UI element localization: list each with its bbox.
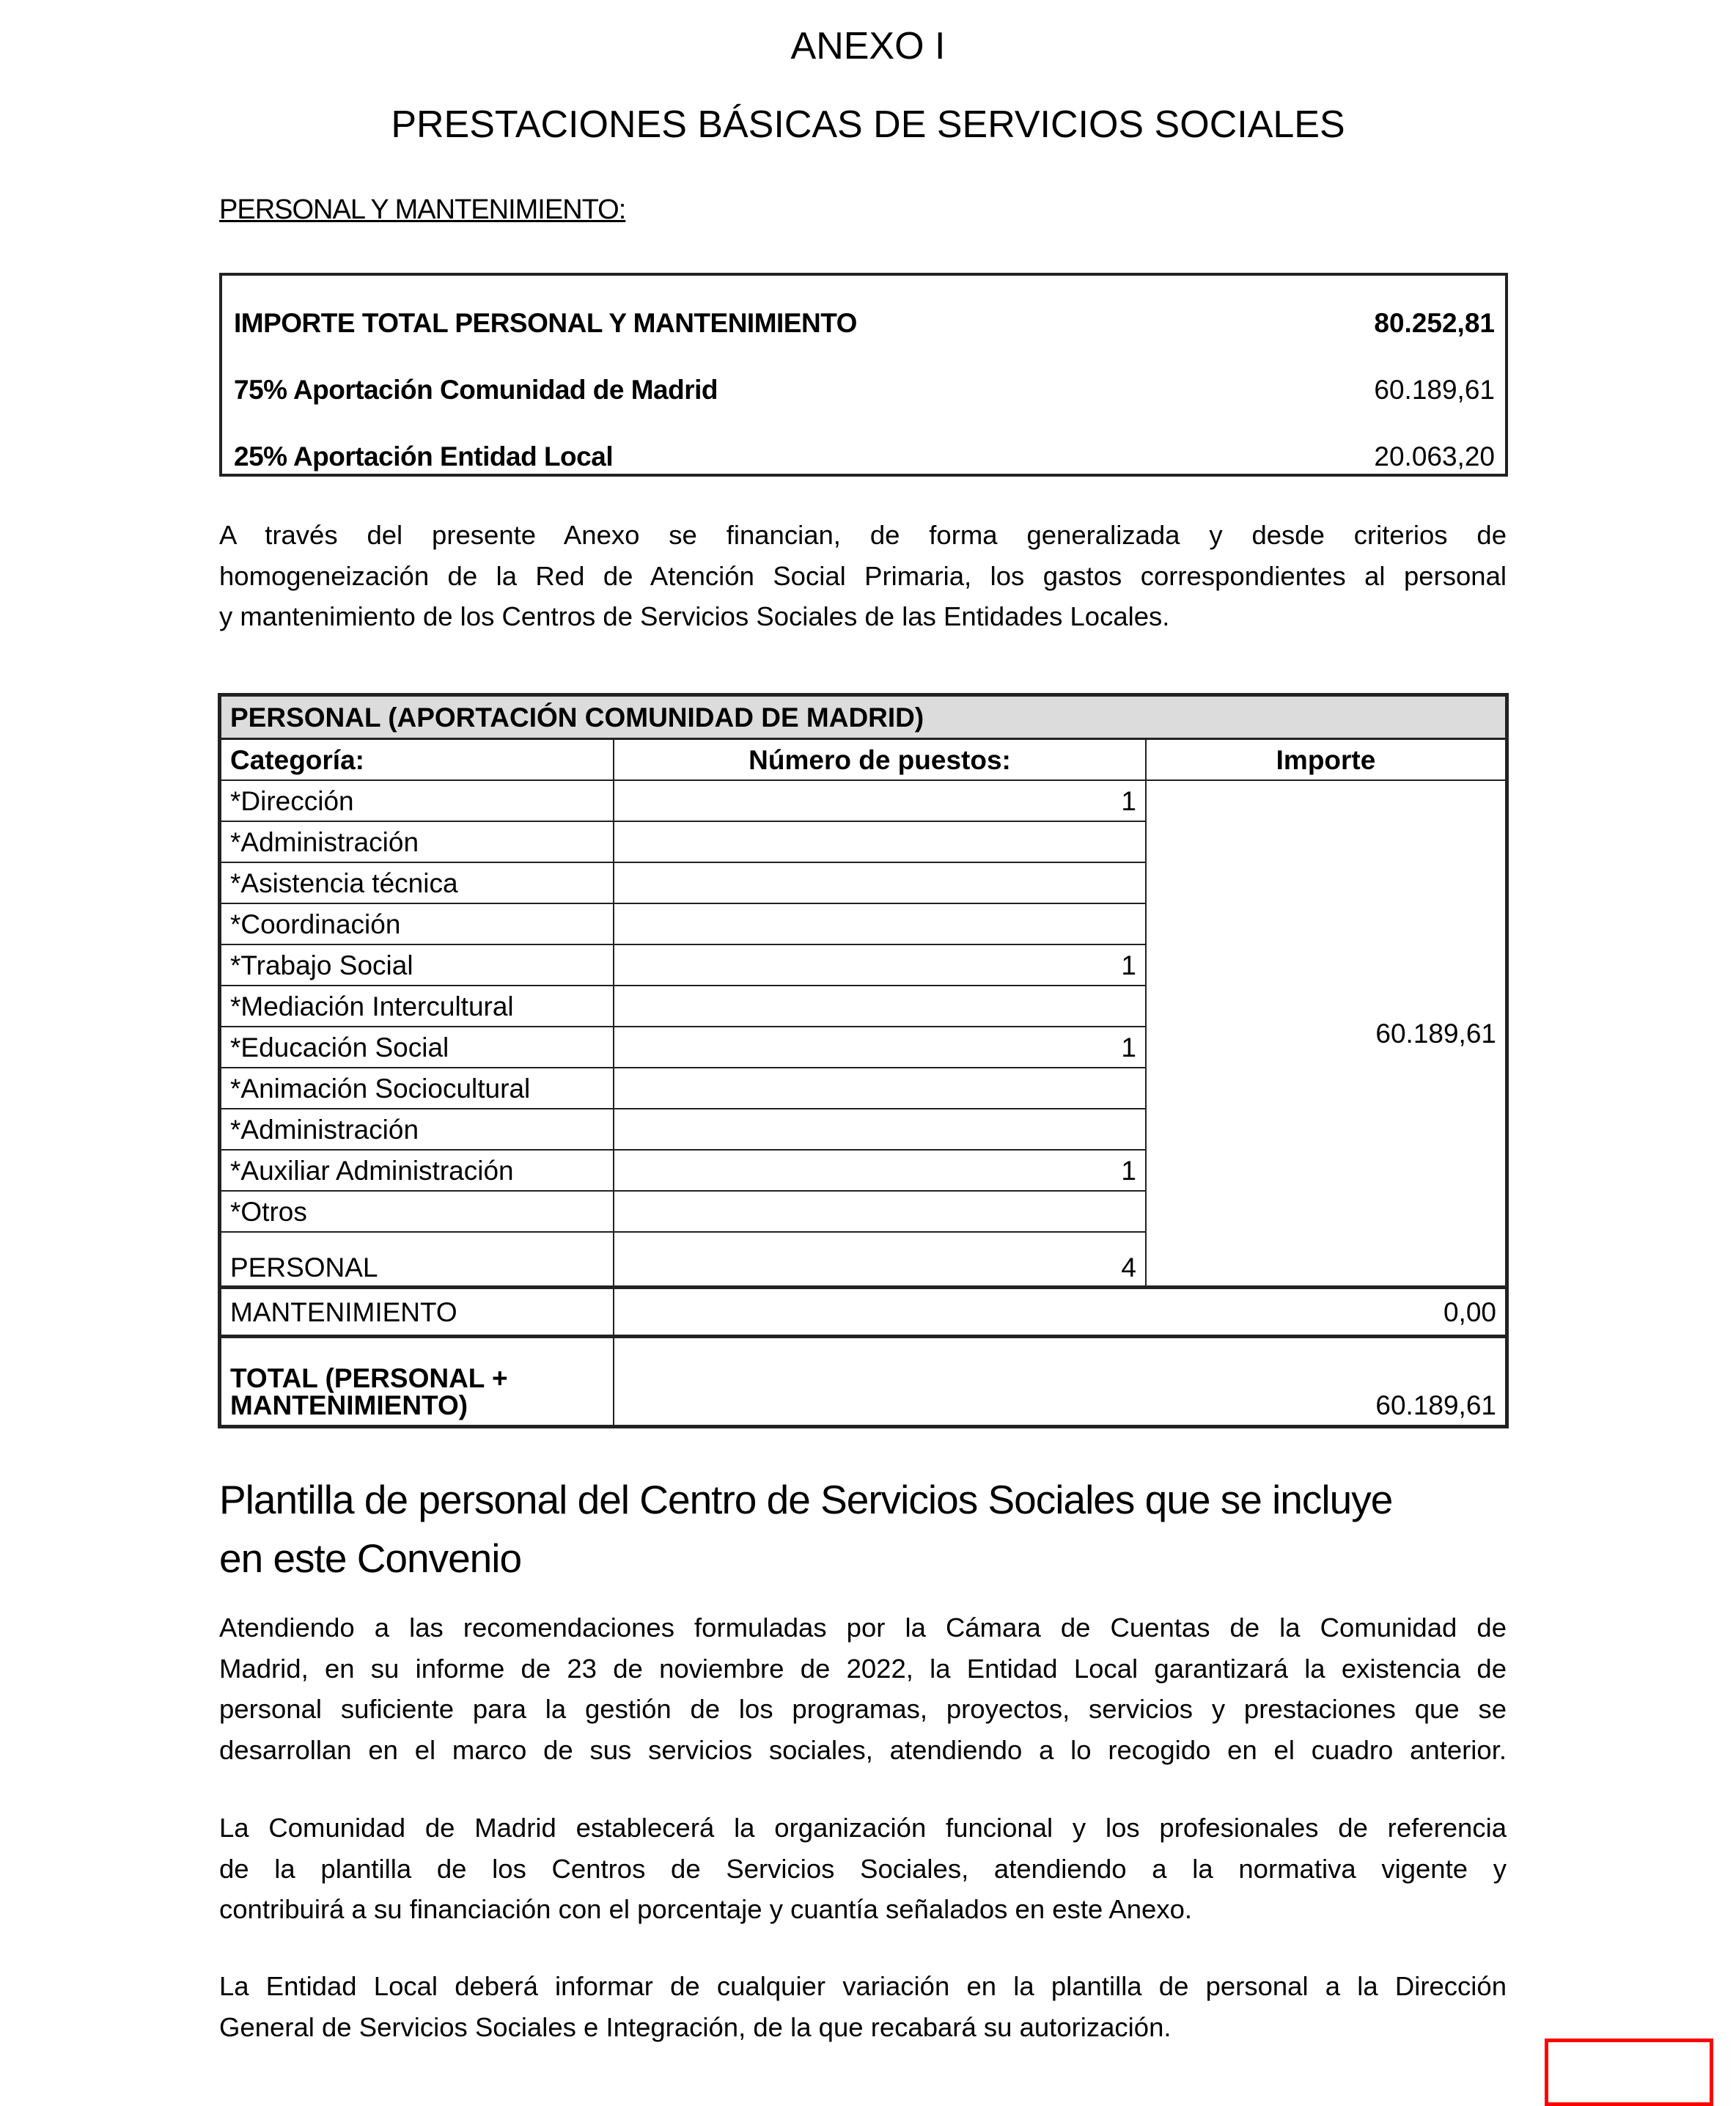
summary-value: 20.063,20: [1374, 441, 1495, 472]
text-line: A través del presente Anexo se financian…: [219, 520, 1507, 550]
category-cell: *Educación Social: [218, 1026, 614, 1068]
text-line: desarrollan en el marco de sus servicios…: [219, 1734, 1507, 1765]
personal-total-row: PERSONAL 4: [218, 1231, 1507, 1288]
text-line: personal suficiente para la gestión de l…: [219, 1694, 1507, 1724]
category-cell: *Otros: [218, 1190, 614, 1233]
summary-row-cm: 75% Aportación Comunidad de Madrid 60.18…: [234, 375, 1495, 406]
table-row: *Administración: [218, 1108, 1507, 1151]
count-cell: [613, 985, 1147, 1027]
text-line: La Entidad Local deberá informar de cual…: [219, 1971, 1507, 2001]
category-cell: *Trabajo Social: [218, 944, 614, 986]
text-line: Atendiendo a las recomendaciones formula…: [219, 1612, 1507, 1643]
paragraph-3: La Entidad Local deberá informar de cual…: [219, 1966, 1507, 2047]
table-row: *Educación Social 1: [218, 1026, 1507, 1068]
page-title: ANEXO I: [790, 25, 946, 67]
text-line: contribuirá a su financiación con el por…: [219, 1894, 1193, 1924]
text-line: y mantenimiento de los Centros de Servic…: [219, 601, 1170, 631]
table-title: PERSONAL (APORTACIÓN COMUNIDAD DE MADRID…: [218, 694, 1508, 740]
table-row: *Administración: [218, 821, 1507, 863]
category-cell: *Administración: [218, 821, 614, 863]
personal-label: PERSONAL: [218, 1231, 614, 1288]
count-cell: [613, 1190, 1147, 1233]
category-cell: *Animación Sociocultural: [218, 1067, 614, 1109]
mantenimiento-label: MANTENIMIENTO: [218, 1285, 614, 1338]
count-cell: [613, 821, 1147, 863]
summary-label: 25% Aportación Entidad Local: [234, 441, 614, 472]
category-cell: *Dirección: [218, 779, 614, 822]
count-cell: 1: [613, 1026, 1147, 1068]
category-cell: *Auxiliar Administración: [218, 1149, 614, 1192]
table-row: *Dirección 1 60.189,61: [218, 779, 1508, 1288]
heading-line: Plantilla de personal del Centro de Serv…: [219, 1477, 1393, 1522]
summary-row-el: 25% Aportación Entidad Local 20.063,20: [234, 441, 1495, 472]
heading-line: en este Convenio: [219, 1536, 522, 1581]
category-cell: *Administración: [218, 1108, 614, 1151]
paragraph-1: Atendiendo a las recomendaciones formula…: [219, 1607, 1507, 1770]
personal-table: PERSONAL (APORTACIÓN COMUNIDAD DE MADRID…: [218, 693, 1509, 1428]
importe-cell: 60.189,61: [1145, 779, 1508, 1288]
paragraph-2: La Comunidad de Madrid establecerá la or…: [219, 1808, 1507, 1930]
intro-paragraph: A través del presente Anexo se financian…: [219, 515, 1507, 637]
table-row: *Mediación Intercultural: [218, 985, 1507, 1027]
summary-label: IMPORTE TOTAL PERSONAL Y MANTENIMIENTO: [234, 308, 857, 338]
table-row: *Coordinación: [218, 903, 1507, 945]
col-header-puestos: Número de puestos:: [613, 738, 1147, 781]
count-cell: 1: [613, 779, 1147, 822]
summary-box: IMPORTE TOTAL PERSONAL Y MANTENIMIENTO 8…: [219, 273, 1508, 477]
section-heading-plantilla: Plantilla de personal del Centro de Serv…: [219, 1470, 1509, 1588]
total-label-line: TOTAL (PERSONAL +: [230, 1363, 508, 1393]
table-row: *Otros: [218, 1190, 1507, 1233]
section-heading: PERSONAL Y MANTENIMIENTO:: [219, 194, 626, 225]
text-line: Madrid, en su informe de 23 de noviembre…: [219, 1653, 1507, 1684]
count-cell: 1: [613, 1149, 1147, 1192]
summary-row-total: IMPORTE TOTAL PERSONAL Y MANTENIMIENTO 8…: [234, 308, 1495, 339]
table-row: *Auxiliar Administración 1: [218, 1149, 1507, 1192]
highlight-box: [1545, 2039, 1713, 2106]
count-cell: [613, 1108, 1147, 1151]
text-line: homogeneización de la Red de Atención So…: [219, 560, 1507, 591]
total-row: TOTAL (PERSONAL + MANTENIMIENTO) 60.189,61: [218, 1335, 1508, 1428]
category-cell: *Coordinación: [218, 903, 614, 945]
category-cell: *Mediación Intercultural: [218, 985, 614, 1027]
summary-value: 80.252,81: [1374, 308, 1495, 338]
count-cell: [613, 862, 1147, 904]
summary-value: 60.189,61: [1374, 375, 1495, 405]
mantenimiento-row: MANTENIMIENTO 0,00: [218, 1285, 1508, 1338]
col-header-categoria: Categoría:: [218, 738, 614, 781]
mantenimiento-value: 0,00: [613, 1285, 1508, 1338]
col-header-importe: Importe: [1145, 738, 1508, 781]
text-line: de la plantilla de los Centros de Servic…: [219, 1853, 1507, 1884]
count-cell: 1: [613, 944, 1147, 986]
text-line: General de Servicios Sociales e Integrac…: [219, 2011, 1172, 2042]
personal-total: 4: [613, 1231, 1147, 1288]
table-row: *Trabajo Social 1: [218, 944, 1507, 986]
count-cell: [613, 1067, 1147, 1109]
total-label: TOTAL (PERSONAL + MANTENIMIENTO): [218, 1335, 614, 1428]
category-cell: *Asistencia técnica: [218, 862, 614, 904]
text-line: La Comunidad de Madrid establecerá la or…: [219, 1813, 1507, 1843]
page-subtitle: PRESTACIONES BÁSICAS DE SERVICIOS SOCIAL…: [391, 103, 1345, 146]
table-row: *Animación Sociocultural: [218, 1067, 1507, 1109]
summary-label: 75% Aportación Comunidad de Madrid: [234, 375, 718, 405]
table-row: *Asistencia técnica: [218, 862, 1507, 904]
total-value: 60.189,61: [613, 1335, 1508, 1428]
count-cell: [613, 903, 1147, 945]
total-label-line: MANTENIMIENTO): [230, 1390, 468, 1420]
